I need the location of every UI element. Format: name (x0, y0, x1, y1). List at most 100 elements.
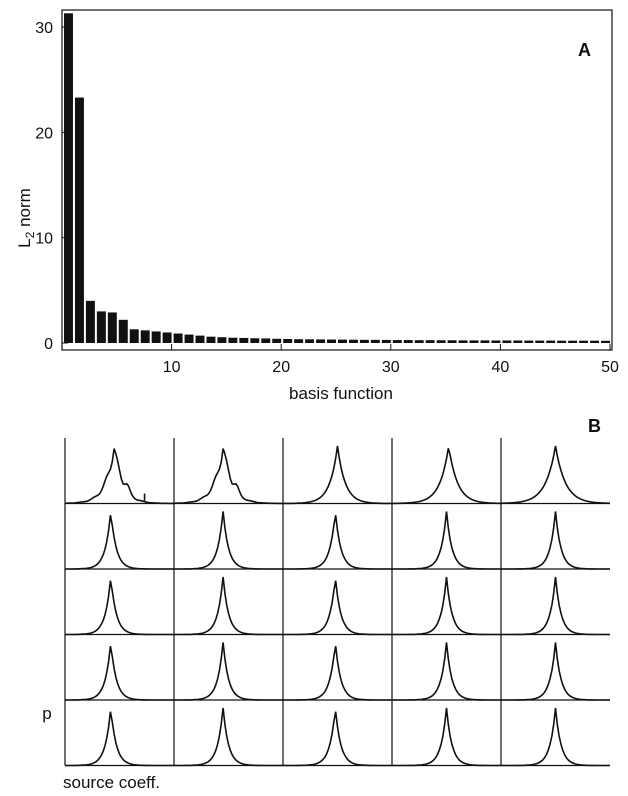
bar-17 (239, 337, 249, 343)
bar-39 (480, 340, 490, 343)
x-tick-label-10: 10 (163, 359, 181, 376)
density-curve (500, 445, 611, 505)
cell-r2-c3 (282, 503, 392, 570)
bar-47 (568, 340, 578, 343)
bar-41 (502, 340, 512, 343)
bar-9 (151, 331, 161, 343)
cell-r4-c4 (391, 634, 501, 701)
panel-b-grid: B p source coeff. (42, 416, 611, 792)
bar-20 (272, 338, 282, 343)
panel-a-y-axis-label-subscript: 2 (23, 231, 37, 238)
density-curve (283, 711, 392, 767)
bar-11 (173, 333, 183, 343)
density-curve (174, 642, 283, 701)
bar-48 (579, 340, 589, 343)
bar-27 (348, 339, 358, 343)
bar-50 (601, 340, 610, 343)
density-curve (174, 511, 283, 570)
bar-19 (261, 338, 271, 343)
panel-a-y-axis-label-rest: norm (15, 188, 34, 231)
bar-6 (118, 319, 128, 343)
density-curve (65, 646, 174, 701)
bar-7 (129, 329, 139, 343)
bar-12 (184, 334, 194, 343)
bar-35 (436, 340, 446, 343)
x-tick-label-20: 20 (272, 359, 290, 376)
bar-21 (283, 338, 293, 343)
cell-r5-c1 (64, 700, 174, 767)
cell-r3-c5 (500, 569, 610, 636)
panel-a-bar-chart: A 10 20 30 40 50 0 10 20 30 basis function L2 n… (15, 9, 619, 403)
bar-29 (370, 339, 380, 343)
density-curve (174, 707, 283, 767)
bar-22 (294, 339, 304, 343)
bar-15 (217, 337, 227, 343)
density-curve (173, 448, 283, 505)
cell-r5-c5 (500, 700, 610, 767)
cell-r3-c4 (391, 569, 501, 636)
x-tick-label-40: 40 (492, 359, 510, 376)
y-tick-label-10: 10 (35, 231, 53, 248)
bar-4 (96, 311, 106, 343)
density-curve (283, 646, 392, 701)
cell-r4-c1 (64, 634, 174, 701)
cell-r2-c1 (64, 503, 174, 570)
bar-5 (107, 312, 117, 343)
cell-r5-c4 (391, 700, 501, 767)
bar-24 (316, 339, 326, 343)
density-curve (501, 642, 610, 701)
density-curve (283, 515, 392, 570)
density-curve (65, 515, 174, 570)
cell-r4-c3 (282, 634, 392, 701)
density-curve (174, 576, 283, 636)
panel-a-letter: A (578, 40, 591, 60)
y-tick-label-0: 0 (44, 336, 53, 353)
panel-a-x-axis-label: basis function (289, 384, 393, 403)
cell-r2-c2 (173, 503, 283, 570)
bar-45 (546, 340, 556, 343)
bar-3 (85, 300, 95, 343)
panel-b-cells (64, 438, 611, 767)
cell-r2-c5 (500, 503, 610, 570)
cell-r1-c5 (500, 438, 611, 505)
panel-b-letter: B (588, 416, 601, 436)
cell-r1-c1 (64, 438, 174, 505)
density-curve (65, 580, 174, 636)
panel-a-x-ticks: 10 20 30 40 50 (163, 344, 619, 376)
panel-b-y-axis-label: p (42, 704, 51, 723)
y-tick-label-20: 20 (35, 125, 53, 142)
bar-37 (458, 340, 468, 343)
bar-28 (359, 339, 369, 343)
cell-r5-c2 (173, 700, 283, 767)
cell-r1-c3 (282, 438, 393, 505)
bar-31 (392, 340, 402, 343)
bar-25 (327, 339, 336, 343)
panel-a-y-ticks: 0 10 20 30 (35, 20, 68, 353)
cell-r3-c2 (173, 569, 283, 636)
y-tick-label-30: 30 (35, 20, 53, 37)
bar-18 (250, 338, 260, 343)
panel-a-bars (64, 13, 610, 343)
cell-r5-c3 (282, 700, 392, 767)
density-curve (283, 580, 392, 636)
density-curve (392, 448, 502, 505)
bar-33 (414, 340, 424, 343)
bar-38 (469, 340, 479, 343)
bar-36 (447, 340, 457, 343)
bar-34 (425, 340, 435, 343)
bar-30 (381, 339, 391, 343)
bar-23 (305, 339, 315, 343)
bar-14 (206, 336, 216, 343)
bar-40 (491, 340, 501, 343)
bar-46 (557, 340, 567, 343)
density-curve (282, 445, 393, 505)
cell-r4-c2 (173, 634, 283, 701)
density-curve (64, 448, 174, 505)
density-curve (65, 711, 174, 767)
panel-a-y-axis-label-main: L (15, 238, 34, 247)
bar-16 (228, 337, 238, 343)
cell-r1-c2 (173, 438, 283, 505)
density-curve (392, 707, 501, 767)
density-curve (501, 707, 610, 767)
